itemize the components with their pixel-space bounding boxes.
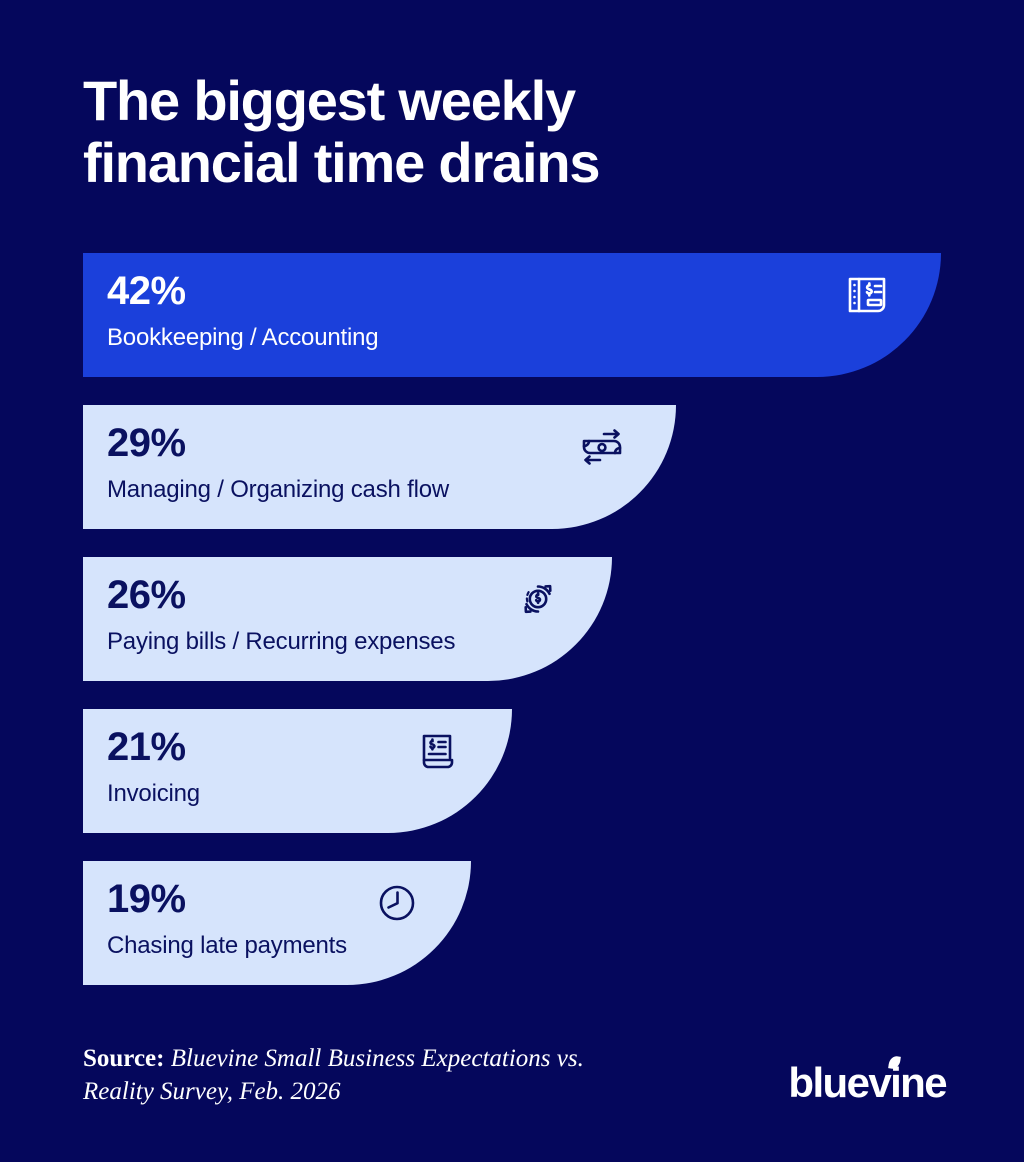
source-label: Source: (83, 1045, 165, 1072)
bar-percentage: 29% (107, 421, 186, 465)
bar-label: Invoicing (107, 780, 200, 807)
bar-label: Paying bills / Recurring expenses (107, 628, 456, 655)
bar-row: 26% Paying bills / Recurring expenses (83, 557, 612, 681)
bar-chart: 42% Bookkeeping / Accounting (83, 253, 963, 1013)
invoice-receipt-icon (414, 727, 462, 775)
logo-text: bluevine (788, 1059, 947, 1106)
recurring-payment-icon (514, 575, 562, 623)
bluevine-logo: bluevine (788, 1055, 948, 1104)
clock-icon (373, 879, 421, 927)
bar-percentage: 21% (107, 725, 186, 769)
page-title-line-2: financial time drains (83, 131, 600, 194)
bar-label: Chasing late payments (107, 932, 347, 959)
bar-percentage: 42% (107, 269, 186, 313)
source-text: Bluevine Small Business Expectations vs.… (83, 1045, 584, 1105)
ledger-book-icon (843, 271, 891, 319)
cash-flow-icon (578, 423, 626, 471)
page-title: The biggest weekly financial time drains (83, 70, 863, 194)
source-note: Source: Bluevine Small Business Expectat… (83, 1042, 603, 1108)
bar-label: Managing / Organizing cash flow (107, 476, 449, 503)
bar-percentage: 26% (107, 573, 186, 617)
bar-label: Bookkeeping / Accounting (107, 324, 379, 351)
bar-row: 42% Bookkeeping / Accounting (83, 253, 941, 377)
bar-row: 19% Chasing late payments (83, 861, 471, 985)
page-title-line-1: The biggest weekly (83, 69, 576, 132)
logo-wordmark: bluevine (788, 1055, 948, 1104)
bar-percentage: 19% (107, 877, 186, 921)
bar-row: 21% Invoicing (83, 709, 512, 833)
bar-row: 29% Managing / Organizing cash flow (83, 405, 676, 529)
